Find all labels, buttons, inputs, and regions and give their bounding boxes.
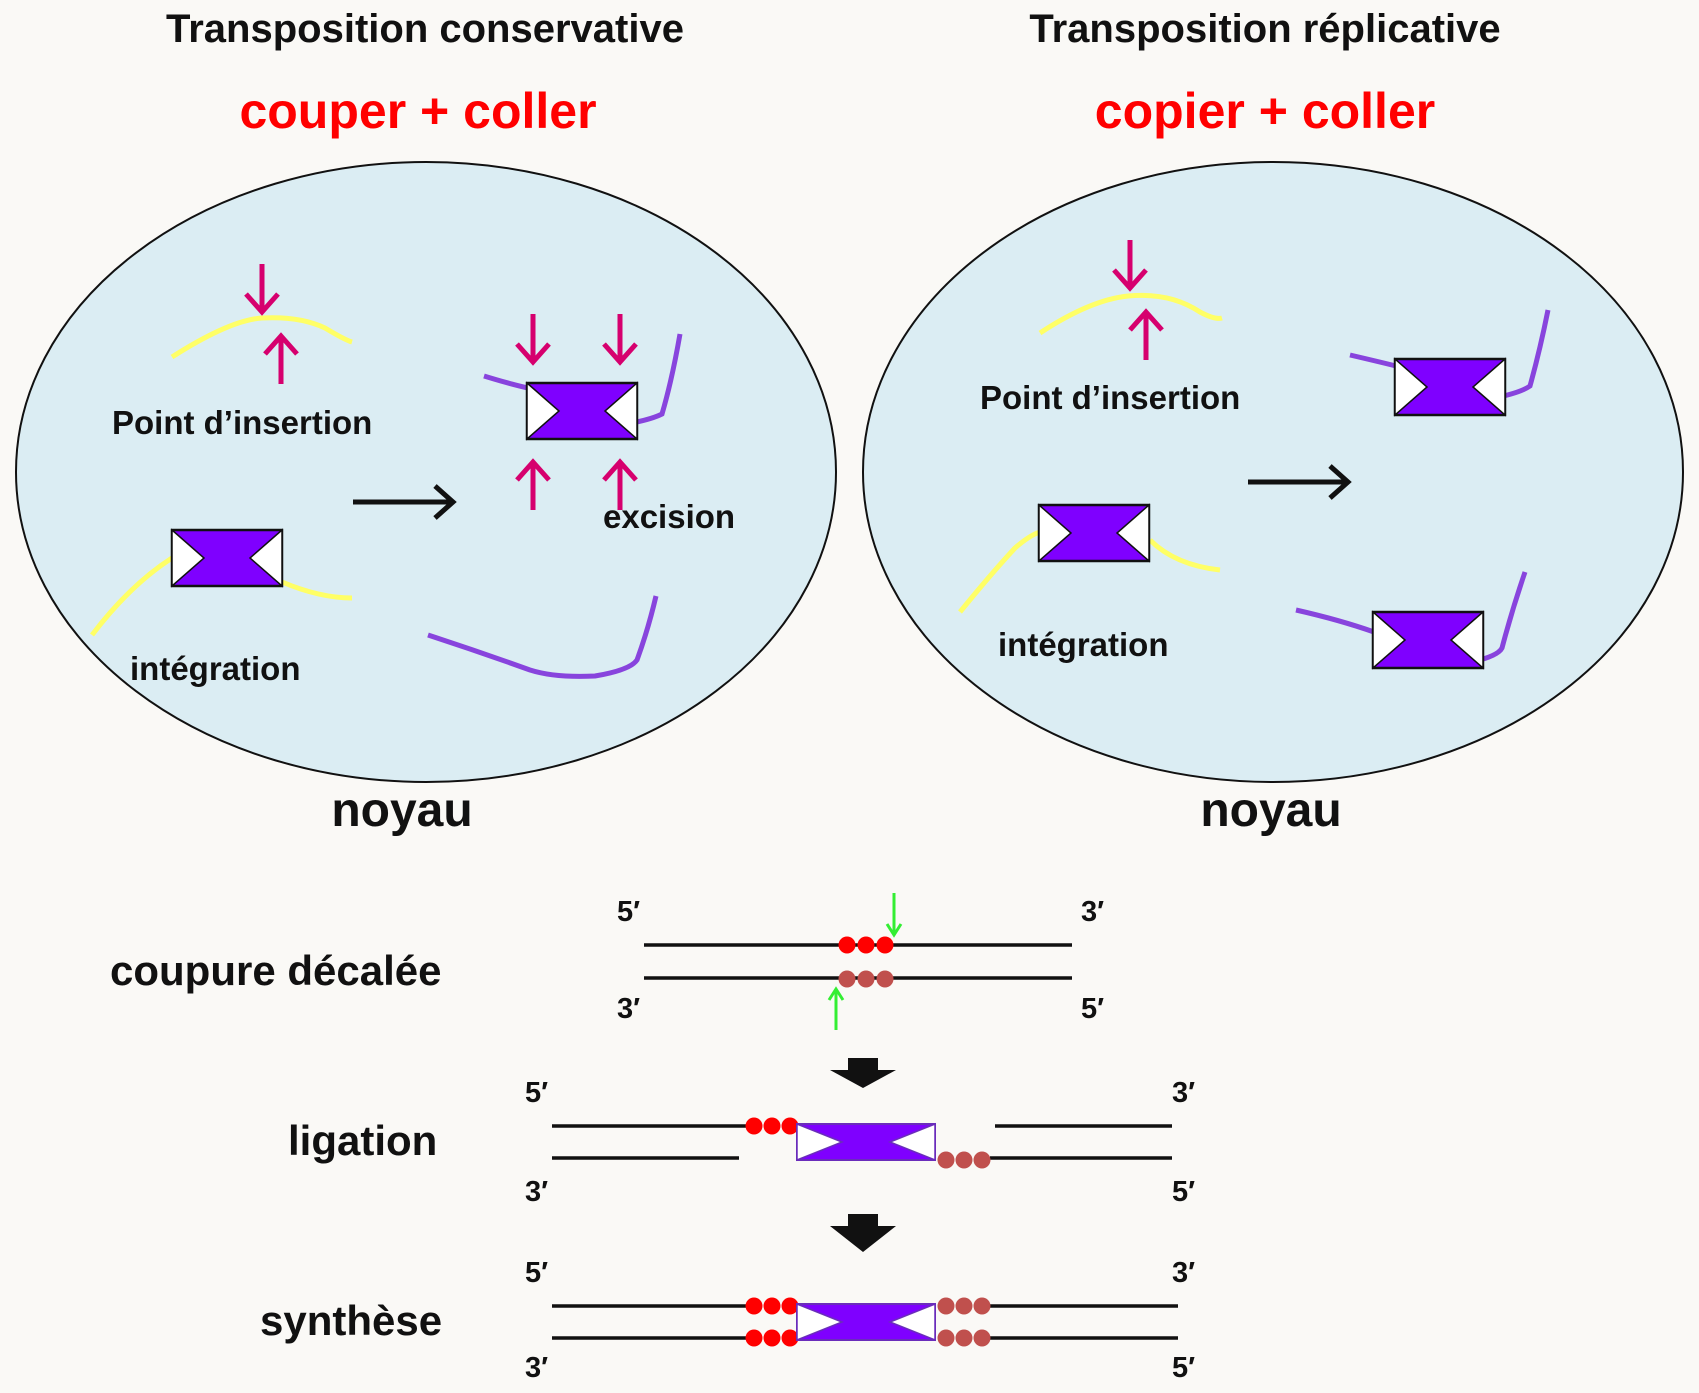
left-nucleus-label: noyau (331, 784, 472, 837)
step3-top-left-5prime: 5′ (525, 1257, 548, 1289)
step3-transposon (796, 1302, 936, 1342)
step2-top-right-3prime: 3′ (1172, 1077, 1195, 1109)
step1-target-site-bottom (838, 970, 894, 988)
step1-target-site-top (838, 936, 894, 954)
step1-label: coupure décalée (110, 947, 441, 994)
left-excised-transposon (525, 381, 639, 441)
left-nucleus (15, 161, 837, 783)
step3-target-site-left (745, 1297, 799, 1347)
step-down-arrow-2-icon (830, 1214, 896, 1252)
left-integration-dna (90, 555, 353, 637)
step3-bottom-left-3prime: 3′ (525, 1352, 548, 1384)
left-empty-donor-dna (427, 595, 659, 679)
step2-target-site-left (745, 1117, 799, 1135)
mechanism-section: coupure décalée 5′ 3′ 3′ 5′ (110, 893, 1195, 1384)
step3-label: synthèse (260, 1297, 442, 1344)
right-integration-dna (958, 529, 1221, 614)
stagger-cut-down-arrow-icon (885, 893, 903, 938)
step1-top-left-5prime: 5′ (617, 896, 640, 928)
step2-bottom-right-5prime: 5′ (1172, 1176, 1195, 1208)
left-integration-label: intégration (130, 650, 301, 687)
left-integrated-transposon (170, 528, 284, 588)
left-subtitle: couper + coller (239, 83, 596, 139)
right-nucleus (862, 161, 1684, 783)
right-copy-donor-dna (1295, 571, 1528, 665)
left-title: Transposition conservative (166, 7, 684, 51)
right-title: Transposition réplicative (1029, 7, 1500, 51)
step-synthesis: synthèse 5′ 3′ 3′ 5′ (260, 1257, 1195, 1384)
right-donor-transposon-retained (1371, 610, 1485, 670)
right-target-dna (1038, 292, 1223, 336)
step-ligation: ligation 5′ 3′ 3′ 5′ (288, 1077, 1195, 1208)
left-panel: Transposition conservative couper + coll… (15, 7, 837, 837)
right-integration-label: intégration (998, 626, 1169, 663)
step2-transposon (796, 1122, 936, 1162)
left-insertion-label: Point d’insertion (112, 404, 372, 441)
step3-top-right-3prime: 3′ (1172, 1257, 1195, 1289)
step1-bottom-left-3prime: 3′ (617, 993, 640, 1025)
step-staggered-cut: coupure décalée 5′ 3′ 3′ 5′ (110, 893, 1104, 1030)
step1-bottom-right-5prime: 5′ (1081, 993, 1104, 1025)
step2-label: ligation (288, 1117, 437, 1164)
right-subtitle: copier + coller (1095, 83, 1435, 139)
step3-target-site-right (937, 1297, 991, 1347)
step2-bottom-left-3prime: 3′ (525, 1176, 548, 1208)
left-target-dna (170, 315, 353, 360)
right-donor-transposon (1393, 357, 1507, 417)
stagger-cut-up-arrow-icon (827, 986, 845, 1030)
right-panel: Transposition réplicative copier + colle… (862, 7, 1684, 837)
left-donor-dna (483, 333, 683, 427)
step3-bottom-right-5prime: 5′ (1172, 1352, 1195, 1384)
right-donor-dna (1349, 309, 1551, 401)
left-excision-label: excision (603, 498, 735, 535)
right-integrated-transposon-copy (1037, 503, 1151, 563)
step1-top-right-3prime: 3′ (1081, 896, 1104, 928)
step2-target-site-right (937, 1151, 991, 1169)
step-down-arrow-1-icon (830, 1058, 896, 1088)
right-nucleus-label: noyau (1200, 784, 1341, 837)
right-insertion-label: Point d’insertion (980, 379, 1240, 416)
step2-top-left-5prime: 5′ (525, 1077, 548, 1109)
